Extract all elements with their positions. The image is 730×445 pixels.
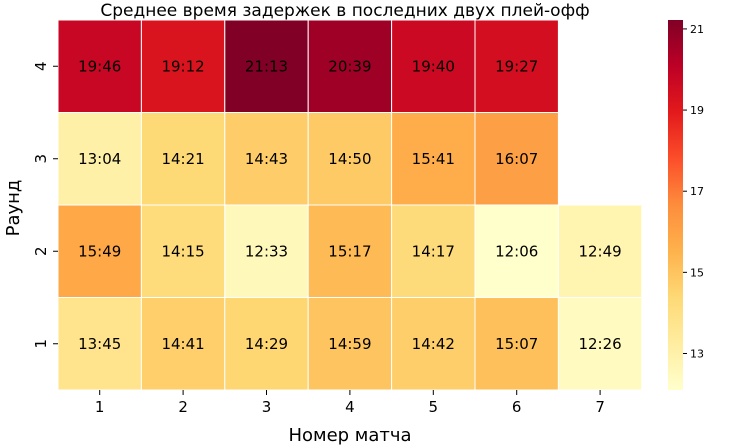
- cell-label: 12:26: [578, 335, 621, 353]
- y-tick-label: 1: [32, 339, 50, 349]
- heatmap-cell: [224, 19, 309, 113]
- cell-label: 14:41: [161, 335, 204, 353]
- heatmap-cell: [557, 297, 643, 391]
- heatmap-cell: [307, 204, 393, 298]
- x-tick-label: 7: [595, 398, 605, 416]
- x-axis-label: Номер матча: [288, 425, 411, 445]
- chart-title: Среднее время задержек в последних двух …: [100, 1, 589, 21]
- heatmap-cell: [57, 204, 142, 298]
- colorbar-tick-label: 19: [690, 104, 704, 117]
- cell-label: 19:46: [78, 57, 121, 75]
- y-axis-label: Раунд: [3, 180, 24, 237]
- colorbar-tick-label: 21: [690, 23, 704, 36]
- cell-label: 15:41: [412, 150, 455, 168]
- heatmap-cell: [307, 112, 393, 206]
- cell-label: 20:39: [328, 57, 371, 75]
- heatmap-cell: [140, 19, 226, 113]
- heatmap-cell: [224, 297, 309, 391]
- y-tick-label: 4: [32, 61, 50, 71]
- cell-label: 19:12: [161, 57, 204, 75]
- cell-label: 14:21: [161, 150, 204, 168]
- cell-label: 14:50: [328, 150, 371, 168]
- cell-label: 14:15: [161, 242, 204, 260]
- colorbar-tick-label: 17: [690, 185, 704, 198]
- colorbar: 13 15 17 19 21: [668, 20, 704, 390]
- heatmap-cell: [557, 204, 643, 298]
- heatmap-cell: [391, 204, 476, 298]
- heatmap-cell: [474, 204, 559, 298]
- cell-label: 14:42: [412, 335, 455, 353]
- heatmap-cell: [307, 19, 393, 113]
- cell-label: 15:07: [495, 335, 538, 353]
- cell-label: 19:27: [495, 57, 538, 75]
- cell-label: 21:13: [245, 57, 288, 75]
- heatmap-cell: [307, 297, 393, 391]
- cell-label: 12:49: [578, 242, 621, 260]
- x-tick-label: 2: [178, 398, 188, 416]
- cell-label: 16:07: [495, 150, 538, 168]
- heatmap-cell: [391, 19, 476, 113]
- heatmap-cell: [140, 204, 226, 298]
- cell-label: 14:29: [245, 335, 288, 353]
- cell-label: 12:06: [495, 242, 538, 260]
- cell-label: 15:17: [328, 242, 371, 260]
- heatmap-cell: [474, 19, 559, 113]
- colorbar-tick-label: 13: [690, 347, 704, 360]
- cell-label: 14:59: [328, 335, 371, 353]
- heatmap-cell: [474, 297, 559, 391]
- heatmap-cell: [140, 112, 226, 206]
- x-tick-label: 6: [512, 398, 522, 416]
- cell-label: 15:49: [78, 242, 121, 260]
- x-tick-label: 4: [345, 398, 355, 416]
- cell-label: 13:04: [78, 150, 121, 168]
- heatmap-cell: [140, 297, 226, 391]
- y-tick-label: 2: [32, 246, 50, 256]
- heatmap-cell: [57, 297, 142, 391]
- heatmap-cell: [57, 19, 142, 113]
- y-tick-label: 3: [32, 154, 50, 164]
- x-axis-ticks: 1 2 3 4 5 6 7: [95, 390, 605, 416]
- heatmap-cell: [474, 112, 559, 206]
- x-tick-label: 5: [429, 398, 439, 416]
- cell-label: 19:40: [412, 57, 455, 75]
- y-axis-ticks: 4 3 2 1: [32, 61, 58, 349]
- cell-label: 14:17: [412, 242, 455, 260]
- cell-label: 12:33: [245, 242, 288, 260]
- cell-label: 14:43: [245, 150, 288, 168]
- x-tick-label: 3: [262, 398, 272, 416]
- heatmap-cells: 19:46 19:12 21:13 20:39 19:40 19:27 13:04 14:21…: [57, 19, 643, 391]
- colorbar-tick-label: 15: [690, 266, 704, 279]
- colorbar-gradient: [668, 20, 683, 390]
- heatmap-cell: [224, 204, 309, 298]
- x-tick-label: 1: [95, 398, 105, 416]
- cell-label: 13:45: [78, 335, 121, 353]
